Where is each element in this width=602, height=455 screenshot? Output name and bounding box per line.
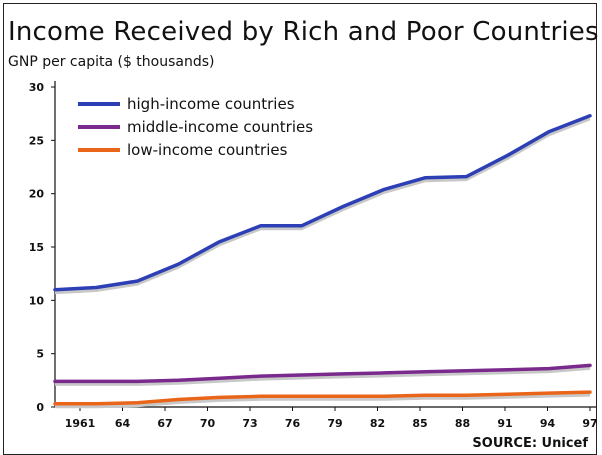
x-tick-label: 76	[285, 417, 301, 430]
y-tick-label: 30	[29, 81, 45, 94]
series-shadow-0	[54, 117, 591, 295]
legend-label: high-income countries	[127, 95, 295, 113]
x-tick-label: 88	[455, 417, 470, 430]
x-tick-label: 64	[115, 417, 131, 430]
legend-label: middle-income countries	[127, 118, 313, 136]
x-tick-label: 70	[200, 417, 216, 430]
x-tick-label: 79	[327, 417, 342, 430]
y-tick-label: 20	[29, 188, 45, 201]
series-shadow-2	[55, 393, 591, 409]
y-tick-label: 10	[29, 294, 45, 307]
y-axis-ticks: 0 5 10 15 20 25 30	[29, 81, 55, 414]
x-tick-label: 94	[540, 417, 556, 430]
x-tick-label: 67	[157, 417, 172, 430]
series-shadows	[54, 117, 591, 409]
y-tick-label: 0	[36, 401, 44, 414]
y-tick-label: 15	[29, 241, 44, 254]
chart-subtitle: GNP per capita ($ thousands)	[8, 54, 215, 70]
x-tick-label: 85	[412, 417, 427, 430]
series-lines	[53, 114, 592, 406]
y-tick-label: 5	[36, 348, 44, 361]
legend: high-income countries middle-income count…	[78, 95, 313, 159]
legend-label: low-income countries	[127, 141, 288, 159]
series-line-low-income	[53, 390, 592, 406]
x-tick-label: 1961	[65, 417, 96, 430]
source-note: SOURCE: Unicef	[472, 436, 588, 451]
series-line-high-income	[53, 114, 592, 292]
chart-axes	[54, 81, 596, 408]
x-tick-label: 91	[497, 417, 512, 430]
x-axis-ticks: 1961 64 67 70 73 76 79 82 85 88 91 94 97	[65, 407, 598, 430]
x-tick-label: 73	[242, 417, 257, 430]
chart-title: Income Received by Rich and Poor Countri…	[8, 17, 599, 47]
y-tick-label: 25	[29, 134, 44, 147]
series-line-middle-income	[53, 363, 592, 384]
x-tick-label: 97	[582, 417, 597, 430]
series-shadow-1	[55, 366, 591, 386]
x-tick-label: 82	[370, 417, 385, 430]
